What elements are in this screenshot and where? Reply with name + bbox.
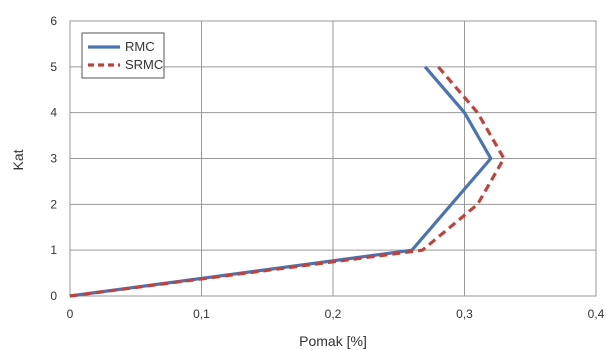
legend: RMC SRMC xyxy=(81,32,165,79)
y-axis-title: Kat xyxy=(10,149,26,170)
legend-box xyxy=(81,32,165,79)
y-tick-label: 6 xyxy=(50,14,57,28)
x-tick-label: 0,1 xyxy=(193,307,210,321)
x-tick-label: 0 xyxy=(67,307,74,321)
legend-label-rmc: RMC xyxy=(125,39,155,54)
y-tick-label: 1 xyxy=(50,243,57,257)
x-tick-label: 0,3 xyxy=(456,307,473,321)
x-tick-label: 0,2 xyxy=(325,307,342,321)
x-axis-title: Pomak [%] xyxy=(299,333,367,349)
legend-label-srmc: SRMC xyxy=(125,57,163,72)
tick-labels: 0 1 2 3 4 5 6 0 0,1 0,2 0,3 0,4 xyxy=(50,14,604,321)
y-tick-label: 0 xyxy=(50,289,57,303)
series-group xyxy=(69,65,506,298)
x-tick-label: 0,4 xyxy=(588,307,605,321)
y-tick-label: 2 xyxy=(50,197,57,211)
y-tick-label: 5 xyxy=(50,60,57,74)
y-tick-label: 3 xyxy=(50,152,57,166)
series-line-rmc xyxy=(69,65,493,298)
y-tick-label: 4 xyxy=(50,106,57,120)
